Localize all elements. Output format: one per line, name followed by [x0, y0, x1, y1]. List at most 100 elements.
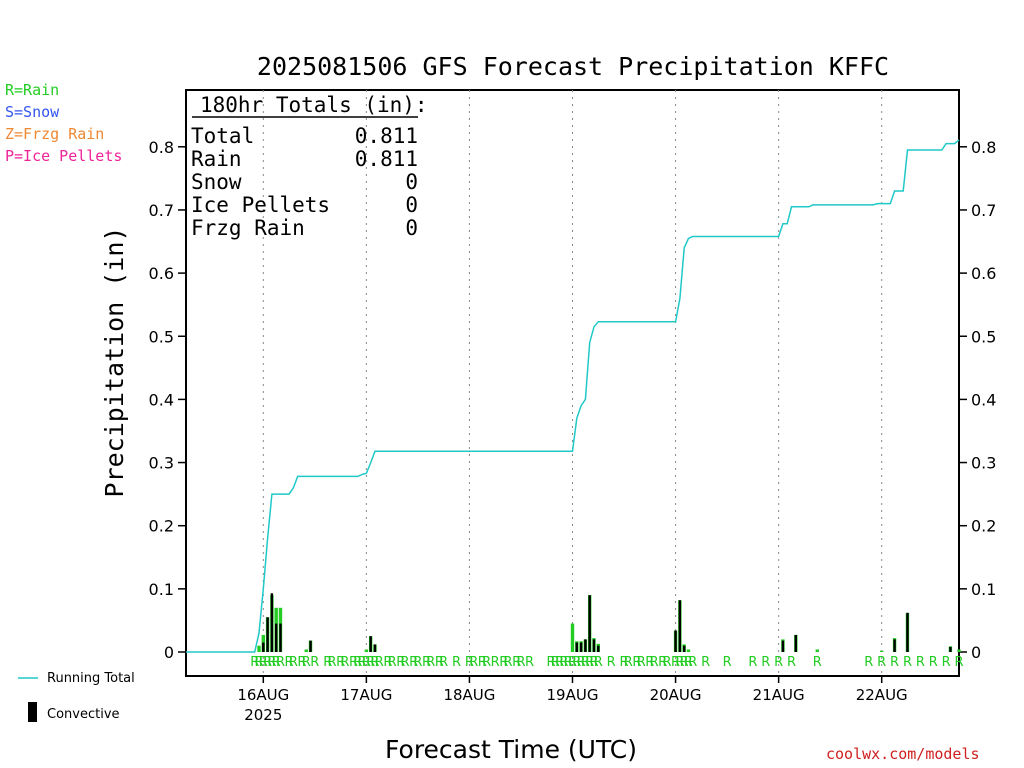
convective-bar — [270, 593, 274, 652]
rain-marker: R — [658, 655, 667, 670]
rain-marker: R — [723, 655, 732, 670]
y-tick-label-right: 0.3 — [971, 454, 996, 473]
rain-marker: R — [512, 655, 521, 670]
y-tick-label-left: 0.7 — [149, 201, 174, 220]
rain-marker: R — [624, 655, 633, 670]
convective-bar — [592, 639, 596, 652]
convective-bar — [369, 636, 372, 652]
y-tick-label-right: 0.1 — [971, 580, 996, 599]
rain-marker: R — [396, 655, 405, 670]
credit-link[interactable]: coolwx.com/models — [826, 745, 980, 763]
rain-marker: R — [671, 655, 680, 670]
rain-bar — [364, 649, 369, 652]
rain-marker: R — [581, 655, 590, 670]
rain-marker: R — [774, 655, 783, 670]
convective-bar — [674, 630, 677, 652]
rain-bar — [686, 649, 691, 652]
rain-marker: R — [267, 655, 276, 670]
rain-marker: R — [375, 655, 384, 670]
y-tick-label-right: 0.5 — [971, 327, 996, 346]
rain-marker: R — [890, 655, 899, 670]
rain-bar — [880, 650, 884, 652]
rain-marker: R — [366, 655, 375, 670]
y-tick-label-left: 0.1 — [149, 580, 174, 599]
rain-marker: R — [903, 655, 912, 670]
totals-heading: 180hr Totals (in): — [200, 93, 428, 117]
rain-marker: R — [585, 655, 594, 670]
totals-label-snow: Snow — [191, 170, 242, 194]
rain-marker: R — [478, 655, 487, 670]
rain-marker: R — [400, 655, 409, 670]
rain-marker: R — [551, 655, 560, 670]
rain-marker: R — [370, 655, 379, 670]
rain-marker: R — [929, 655, 938, 670]
rain-bar — [815, 649, 819, 652]
rain-marker: R — [409, 655, 418, 670]
totals-label-total: Total — [191, 124, 254, 148]
legend-ice-pellets: P=Ice Pellets — [5, 147, 123, 165]
rain-bar — [957, 649, 961, 652]
rain-marker: R — [525, 655, 534, 670]
rain-marker: R — [426, 655, 435, 670]
rain-marker: R — [310, 655, 319, 670]
rain-marker: R — [607, 655, 616, 670]
x-tick-label: 18AUG — [443, 686, 495, 704]
running-total-legend-label: Running Total — [47, 671, 135, 686]
convective-bar — [678, 600, 682, 652]
rain-bars — [257, 595, 961, 652]
rain-marker: R — [650, 655, 659, 670]
rain-bar — [257, 645, 261, 652]
rain-marker: R — [589, 655, 598, 670]
convective-bar — [597, 645, 600, 652]
x-tick-label: 17AUG — [340, 686, 392, 704]
totals-label-ice-pellets: Ice Pellets — [191, 193, 330, 217]
rain-marker: R — [645, 655, 654, 670]
rain-marker: R — [491, 655, 500, 670]
rain-marker: R — [916, 655, 925, 670]
rain-marker: R — [336, 655, 345, 670]
y-tick-label-left: 0 — [164, 643, 174, 662]
rain-marker: R — [259, 655, 268, 670]
convective-bar — [266, 617, 269, 652]
rain-marker: R — [383, 655, 392, 670]
rain-marker: R — [452, 655, 461, 670]
rain-marker: R — [465, 655, 474, 670]
totals-value-rain: 0.811 — [355, 147, 418, 171]
y-tick-label-left: 0.4 — [149, 390, 174, 409]
rain-marker: R — [297, 655, 306, 670]
x-tick-label: 19AUG — [547, 686, 599, 704]
bottom-legend: Running Total Convective — [18, 671, 135, 722]
x-tick-label: 21AUG — [753, 686, 805, 704]
rain-marker: R — [564, 655, 573, 670]
convective-bar — [262, 642, 265, 652]
totals-value-frzg-rain: 0 — [405, 216, 418, 240]
convective-bar — [588, 595, 591, 652]
convective-legend-label: Convective — [47, 707, 120, 722]
rain-marker: R — [340, 655, 349, 670]
rain-marker: R — [675, 655, 684, 670]
chart-title: 2025081506 GFS Forecast Precipitation KF… — [257, 52, 889, 81]
y-tick-label-left: 0.8 — [149, 138, 174, 157]
y-tick-label-left: 0.3 — [149, 454, 174, 473]
rain-marker: R — [662, 655, 671, 670]
rain-marker: R — [413, 655, 422, 670]
convective-bar — [906, 612, 909, 652]
rain-marker: R — [559, 655, 568, 670]
convective-legend-swatch — [28, 702, 37, 722]
rain-marker: R — [254, 655, 263, 670]
totals-label-rain: Rain — [191, 147, 242, 171]
rain-marker: R — [516, 655, 525, 670]
x-axis-ticks: 16AUG 2025 17AUG 18AUG 19AUG 20AUG 21AUG 22AUG — [237, 676, 908, 724]
y-tick-label-right: 0.6 — [971, 264, 996, 283]
rain-marker: R — [577, 655, 586, 670]
rain-marker: R — [388, 655, 397, 670]
rain-marker: R — [250, 655, 259, 670]
convective-bar — [682, 645, 686, 652]
totals-value-snow: 0 — [405, 170, 418, 194]
y-tick-label-left: 0.5 — [149, 327, 174, 346]
convective-bar — [279, 623, 282, 652]
y-tick-label-left: 0.6 — [149, 264, 174, 283]
y-tick-label-right: 0.8 — [971, 138, 996, 157]
y-axis-label: Precipitation (in) — [100, 227, 129, 498]
rain-marker: R — [272, 655, 281, 670]
